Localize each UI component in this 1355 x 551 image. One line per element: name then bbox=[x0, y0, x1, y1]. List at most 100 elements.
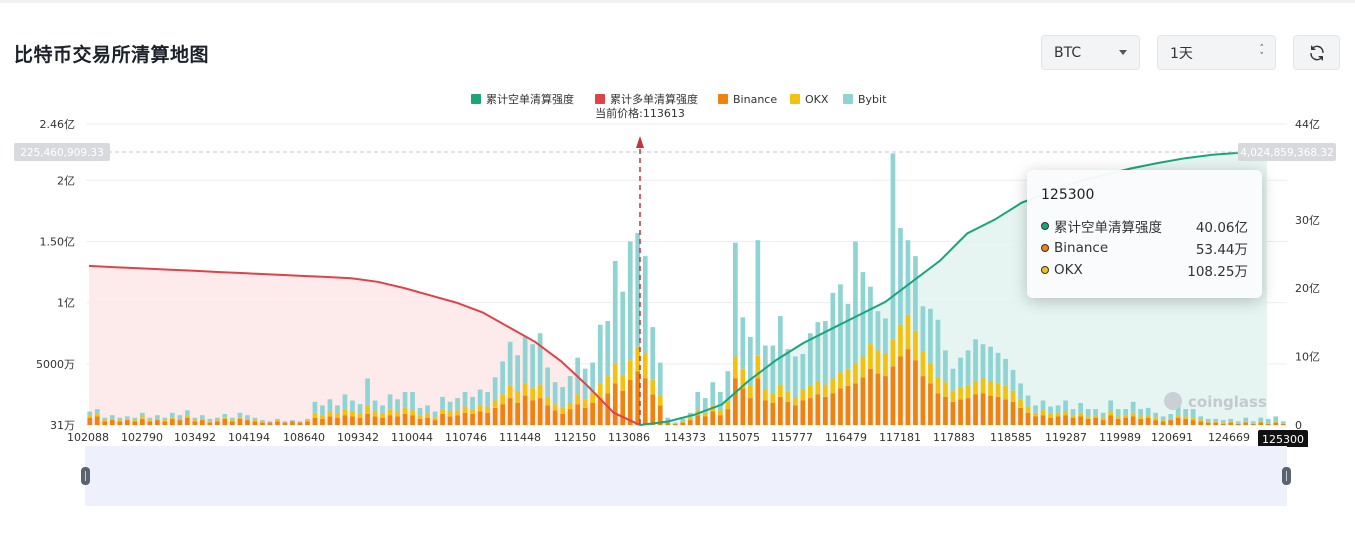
binance-bar bbox=[94, 416, 100, 425]
binance-bar bbox=[327, 416, 333, 425]
binance-bar bbox=[928, 383, 933, 425]
bybit-bar bbox=[380, 405, 385, 414]
binance-bar bbox=[635, 371, 641, 425]
x-tick-label: 109342 bbox=[337, 431, 379, 444]
binance-bar bbox=[815, 394, 821, 425]
okx-bar bbox=[237, 417, 243, 419]
okx-bar bbox=[808, 385, 813, 398]
y-right-tick-label: 0 bbox=[1295, 419, 1302, 432]
bybit-bar bbox=[920, 306, 926, 352]
okx-bar bbox=[87, 415, 93, 418]
okx-bar bbox=[1220, 422, 1226, 424]
bybit-bar bbox=[1138, 409, 1143, 417]
bybit-bar bbox=[297, 421, 303, 423]
bybit-bar bbox=[943, 350, 948, 383]
okx-bar bbox=[1243, 421, 1249, 423]
zoom-handle-left[interactable] bbox=[81, 467, 90, 485]
okx-bar bbox=[485, 406, 490, 413]
crosshair-left-label: 225,460,909.33 bbox=[20, 147, 104, 159]
x-tick-label: 117181 bbox=[879, 431, 921, 444]
okx-bar bbox=[109, 418, 115, 421]
binance-bar bbox=[1078, 416, 1083, 425]
bybit-bar bbox=[410, 392, 415, 411]
okx-bar bbox=[260, 421, 265, 423]
binance-bar bbox=[808, 398, 813, 425]
legend-label: 累计空单清算强度 bbox=[486, 92, 574, 106]
refresh-button[interactable] bbox=[1293, 35, 1340, 70]
okx-bar bbox=[357, 414, 363, 418]
okx-bar bbox=[387, 409, 393, 416]
okx-bar bbox=[905, 314, 911, 350]
okx-bar bbox=[868, 344, 873, 369]
bybit-bar bbox=[680, 418, 686, 422]
legend-swatch bbox=[471, 94, 481, 104]
okx-bar bbox=[702, 412, 708, 417]
okx-bar bbox=[155, 418, 160, 421]
time-range-select[interactable]: 1天 ˄ ˅ bbox=[1157, 35, 1276, 70]
legend-label: 累计多单清算强度 bbox=[610, 92, 698, 106]
binance-bar bbox=[545, 405, 550, 425]
okx-bar bbox=[1273, 421, 1279, 423]
current-price-label: 当前价格:113613 bbox=[595, 106, 685, 120]
bybit-bar bbox=[1153, 412, 1158, 418]
bybit-bar bbox=[612, 261, 618, 364]
okx-bar bbox=[147, 420, 153, 422]
okx-bar bbox=[612, 363, 618, 384]
binance-bar bbox=[275, 421, 280, 425]
okx-bar bbox=[492, 400, 498, 408]
bybit-bar bbox=[357, 404, 363, 414]
bybit-bar bbox=[530, 344, 535, 389]
bybit-bar bbox=[815, 322, 821, 381]
okx-bar bbox=[245, 418, 250, 421]
bybit-bar bbox=[1100, 412, 1106, 418]
binance-bar bbox=[755, 378, 761, 425]
bybit-bar bbox=[1160, 416, 1166, 421]
binance-bar bbox=[132, 421, 138, 425]
binance-bar bbox=[1108, 415, 1113, 425]
binance-bar bbox=[200, 420, 205, 425]
crosshair-right-label: 4,024,859,368.32 bbox=[1240, 147, 1334, 159]
legend-label: Binance bbox=[733, 93, 777, 106]
okx-bar bbox=[793, 396, 798, 406]
okx-bar bbox=[252, 420, 258, 422]
binance-bar bbox=[462, 412, 468, 425]
bybit-bar bbox=[740, 317, 746, 369]
okx-bar bbox=[733, 356, 738, 379]
binance-bar bbox=[477, 411, 483, 425]
zoom-slider-track[interactable] bbox=[85, 446, 1287, 506]
binance-bar bbox=[1280, 423, 1286, 425]
bybit-bar bbox=[868, 286, 873, 345]
zoom-handle-right[interactable] bbox=[1282, 467, 1291, 485]
bybit-bar bbox=[447, 401, 453, 412]
bybit-bar bbox=[1123, 409, 1128, 416]
bybit-bar bbox=[875, 311, 881, 351]
bybit-bar bbox=[207, 418, 213, 422]
binance-bar bbox=[155, 420, 160, 425]
binance-bar bbox=[1198, 421, 1204, 425]
binance-bar bbox=[702, 416, 708, 425]
bybit-bar bbox=[109, 415, 115, 419]
binance-bar bbox=[793, 405, 798, 425]
okx-bar bbox=[1085, 416, 1091, 419]
binance-bar bbox=[357, 417, 363, 425]
okx-bar bbox=[500, 394, 505, 405]
okx-bar bbox=[140, 416, 145, 419]
coin-select[interactable]: BTC bbox=[1041, 35, 1140, 70]
binance-bar bbox=[1048, 417, 1053, 425]
bybit-bar bbox=[642, 256, 648, 354]
okx-bar bbox=[162, 420, 168, 422]
binance-bar bbox=[432, 420, 438, 425]
binance-bar bbox=[718, 415, 723, 425]
bybit-bar bbox=[1108, 400, 1113, 412]
current-price-arrow-icon bbox=[636, 136, 644, 148]
okx-bar bbox=[627, 360, 633, 380]
bybit-bar bbox=[125, 416, 130, 419]
okx-bar bbox=[365, 405, 370, 414]
bybit-bar bbox=[87, 411, 93, 416]
tooltip-row-name: Binance bbox=[1054, 240, 1109, 256]
x-tick-label: 124669 bbox=[1208, 431, 1250, 444]
bybit-bar bbox=[387, 394, 393, 410]
binance-bar bbox=[1100, 420, 1106, 425]
binance-bar bbox=[860, 377, 866, 425]
bybit-bar bbox=[455, 398, 460, 411]
